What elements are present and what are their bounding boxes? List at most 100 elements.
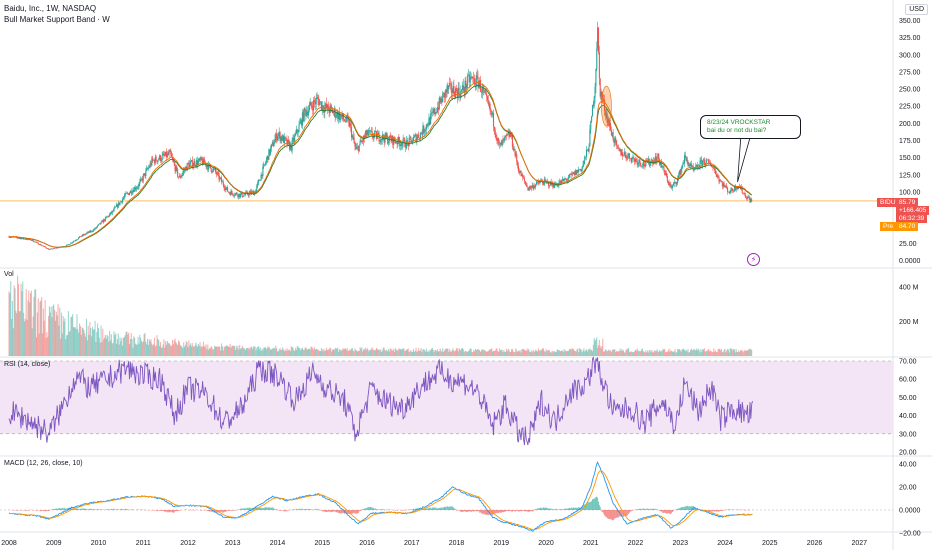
macd-histogram-bar — [231, 510, 233, 512]
macd-histogram-bar — [540, 507, 542, 510]
candle-body — [160, 160, 162, 162]
macd-histogram-bar — [318, 509, 320, 510]
macd-histogram-bar — [226, 510, 228, 512]
volume-bar — [355, 350, 357, 356]
volume-bar — [64, 318, 66, 356]
macd-histogram-bar — [25, 510, 27, 511]
macd-histogram-bar — [612, 510, 614, 521]
macd-histogram-bar — [354, 510, 356, 514]
volume-bar — [79, 323, 81, 356]
macd-histogram-bar — [499, 510, 501, 513]
macd-histogram-bar — [308, 509, 310, 510]
candle-body — [437, 107, 439, 110]
volume-bar — [426, 351, 428, 356]
macd-histogram-bar — [639, 508, 641, 510]
candle-body — [396, 142, 398, 145]
volume-bar — [693, 348, 695, 356]
macd-histogram-bar — [61, 507, 63, 510]
candle-body — [664, 170, 666, 175]
volume-bar — [578, 352, 580, 356]
candle-body — [307, 110, 310, 116]
candle-body — [94, 227, 96, 230]
candle-body — [560, 181, 562, 184]
volume-bar — [12, 328, 14, 356]
candle-body — [536, 181, 538, 183]
candle-body — [463, 90, 465, 92]
candle-body — [549, 181, 551, 186]
macd-histogram-bar — [419, 508, 421, 510]
rsi-pane-label[interactable]: RSI (14, close) — [4, 361, 51, 368]
volume-bar — [272, 348, 274, 356]
candle-body — [279, 132, 281, 141]
bolt-icon[interactable]: ⚡ — [747, 253, 760, 266]
volume-bar — [506, 351, 508, 356]
candle-body — [330, 105, 332, 107]
volume-bar — [106, 334, 108, 356]
currency-button[interactable]: USD — [905, 4, 928, 15]
macd-histogram-bar — [580, 507, 582, 510]
volume-bar — [155, 345, 157, 356]
macd-histogram-bar — [567, 508, 569, 510]
volume-bar — [433, 351, 435, 356]
candle-body — [346, 115, 348, 118]
candle-body — [95, 227, 97, 229]
volume-bar — [175, 342, 177, 356]
candle-body — [452, 86, 454, 93]
macd-histogram-bar — [406, 510, 408, 511]
volume-bar — [511, 349, 513, 356]
volume-bar — [301, 347, 304, 356]
volume-bar — [19, 311, 21, 356]
macd-histogram-bar — [485, 510, 487, 515]
candle-body — [626, 158, 628, 159]
volume-bar — [166, 340, 168, 356]
volume-bar — [307, 349, 309, 356]
volume-bar — [532, 349, 534, 356]
volume-bar — [432, 349, 434, 356]
macd-histogram-bar — [329, 510, 331, 512]
volume-bar — [144, 332, 146, 356]
macd-histogram-bar — [678, 508, 680, 510]
macd-pane-label[interactable]: MACD (12, 26, close, 10) — [4, 460, 83, 467]
volume-pane-label[interactable]: Vol — [4, 271, 14, 278]
macd-histogram-bar — [423, 508, 425, 510]
candle-body — [449, 83, 452, 84]
volume-bar — [613, 349, 615, 356]
candle-body — [293, 138, 295, 142]
candle-body — [304, 108, 306, 111]
macd-histogram-bar — [40, 510, 42, 512]
macd-histogram-bar — [425, 508, 427, 510]
annotation-callout[interactable]: 8/23/24 VROCKSTAR bai du or not du bai? — [700, 115, 801, 139]
candle-body — [108, 215, 110, 217]
macd-histogram-bar — [279, 510, 281, 512]
candle-body — [353, 137, 355, 143]
volume-bar — [120, 341, 122, 356]
candle-body — [344, 121, 347, 122]
volume-bar — [750, 348, 752, 356]
macd-histogram-bar — [381, 509, 383, 510]
macd-histogram-bar — [209, 510, 211, 512]
candle-body — [282, 135, 285, 143]
candle-body — [430, 113, 432, 125]
candle-body — [527, 186, 529, 191]
volume-bar — [292, 347, 294, 356]
volume-bar — [510, 351, 512, 356]
candle-body — [257, 182, 259, 186]
macd-histogram-bar — [591, 500, 593, 510]
volume-bar — [44, 300, 46, 356]
indicator-title[interactable]: Bull Market Support Band · W — [4, 15, 110, 24]
macd-histogram-bar — [460, 510, 462, 512]
candle-body — [401, 143, 403, 147]
volume-bar — [403, 348, 405, 356]
macd-histogram-bar — [301, 509, 303, 510]
symbol-title[interactable]: Baidu, Inc., 1W, NASDAQ — [4, 4, 97, 13]
candle-body — [229, 192, 231, 196]
candle-body — [640, 165, 643, 167]
volume-bar — [416, 351, 418, 356]
volume-bar — [40, 300, 42, 356]
macd-histogram-bar — [605, 510, 607, 517]
macd-histogram-bar — [714, 510, 716, 512]
macd-histogram-bar — [453, 508, 455, 510]
macd-histogram-bar — [248, 507, 250, 510]
candle-body — [148, 167, 150, 168]
macd-histogram-bar — [159, 510, 161, 511]
